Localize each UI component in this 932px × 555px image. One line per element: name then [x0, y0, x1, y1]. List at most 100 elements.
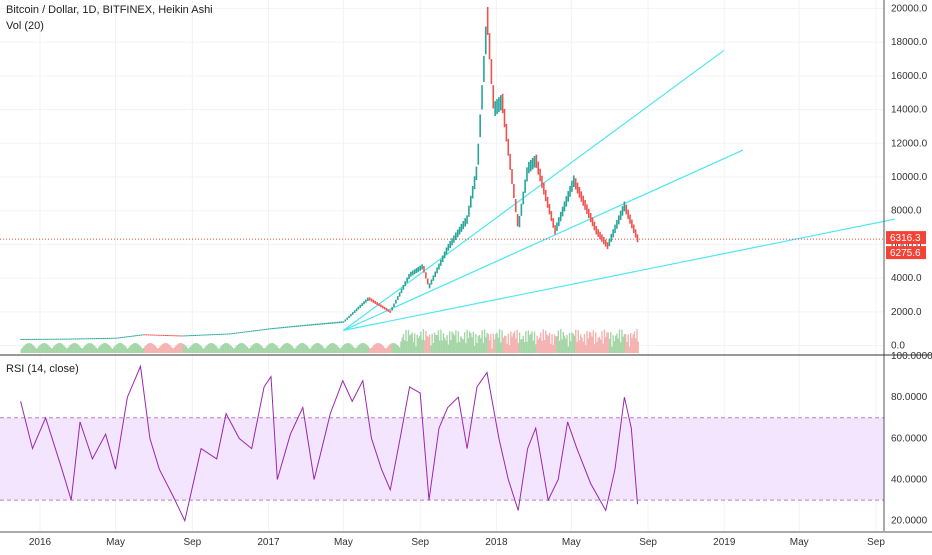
candle [61, 338, 64, 340]
price-tick-label: 20000.0 [891, 3, 928, 14]
candle [335, 321, 337, 324]
candle [263, 329, 266, 331]
candle [582, 195, 584, 206]
x-tick-label: 2016 [29, 537, 52, 548]
volume-bar [630, 333, 632, 353]
volume-bar [551, 334, 553, 353]
volume-bar [199, 344, 201, 353]
volume-bar [622, 336, 624, 353]
candle [207, 334, 210, 336]
volume-bar [287, 343, 290, 353]
candle [233, 332, 236, 334]
candle [102, 337, 105, 339]
volume-bar [277, 347, 280, 353]
volume-bar [284, 343, 286, 353]
candle [160, 334, 163, 336]
candle [93, 338, 96, 340]
candle [631, 219, 633, 229]
candle [258, 329, 260, 331]
volume-bar [435, 335, 437, 353]
volume-bar [265, 346, 267, 353]
volume-bar [114, 345, 116, 353]
candle [462, 221, 465, 230]
candle [56, 338, 58, 340]
volume-bar [457, 331, 460, 353]
volume-bar [606, 332, 608, 353]
candle [443, 251, 446, 259]
volume-bar [456, 342, 458, 353]
candle [368, 297, 371, 301]
volume-bar [43, 343, 45, 353]
candle [213, 334, 215, 336]
candle [243, 331, 245, 333]
candle [576, 182, 579, 194]
trendline [343, 218, 895, 331]
volume-bar [347, 343, 350, 353]
price-tick-label: 6000.0 [891, 239, 922, 250]
volume-bar [540, 332, 542, 353]
candle [76, 338, 79, 340]
volume-bar [498, 329, 501, 353]
candle [614, 224, 616, 234]
volume-bar [571, 332, 573, 353]
volume-bar [63, 345, 65, 353]
volume-bar [533, 331, 536, 353]
candle [297, 325, 300, 327]
volume-bar [580, 334, 582, 353]
volume-bar [555, 336, 557, 353]
volume-bar [236, 345, 239, 353]
volume-bar [364, 343, 366, 353]
volume-bar [346, 343, 348, 353]
candle [477, 143, 480, 165]
candle [389, 310, 392, 313]
symbol-title[interactable]: Bitcoin / Dollar, 1D, BITFINEX, Heikin A… [6, 4, 213, 16]
volume-bar [337, 347, 340, 353]
candle [423, 266, 425, 273]
candle [366, 297, 369, 301]
candle [507, 138, 510, 156]
volume-bar [165, 343, 167, 353]
candle [396, 296, 399, 301]
candle [196, 334, 199, 336]
volume-bar [505, 335, 507, 353]
volume-bar [314, 343, 316, 353]
candle [556, 222, 558, 232]
candle [361, 303, 363, 307]
rsi-line [20, 364, 638, 523]
candle [580, 191, 583, 202]
candle [340, 321, 343, 323]
volume-bar [417, 337, 420, 353]
volume-bar [61, 344, 64, 353]
candle [509, 153, 511, 170]
volume-legend[interactable]: Vol (20) [6, 20, 44, 32]
volume-bar [578, 340, 581, 353]
volume-bar [471, 337, 473, 353]
candle [357, 306, 360, 310]
candle [108, 337, 111, 339]
volume-bar [310, 347, 312, 353]
candle [574, 178, 577, 190]
candle [612, 229, 614, 238]
volume-bar [552, 344, 554, 353]
volume-bar [33, 345, 35, 353]
trendlines[interactable] [0, 50, 895, 331]
candle [262, 329, 264, 331]
candle [391, 307, 393, 311]
candle [481, 85, 483, 110]
volume-bar [503, 335, 506, 353]
volume-bar [542, 329, 544, 353]
volume-bar [597, 337, 599, 353]
volume-bar [401, 337, 403, 353]
candle [402, 284, 405, 290]
volume-bar [153, 344, 155, 353]
candle [634, 229, 637, 238]
volume-bar [74, 343, 76, 353]
candle [599, 231, 601, 240]
rsi-legend[interactable]: RSI (14, close) [6, 363, 79, 375]
volume-bar [247, 348, 250, 353]
volume-bar [588, 331, 591, 353]
volume-bar [632, 334, 634, 353]
